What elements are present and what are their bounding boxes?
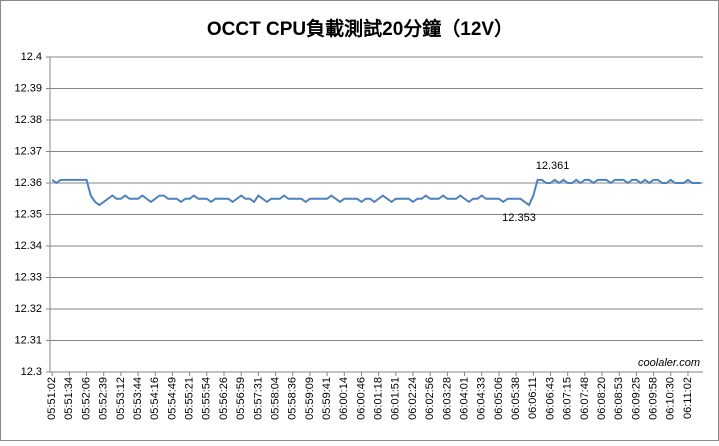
x-tick-label: 06:05:06	[493, 377, 505, 420]
x-tick-label: 05:51:34	[63, 377, 75, 420]
y-tick-label: 12.3	[21, 366, 42, 378]
y-tick-label: 12.33	[14, 271, 42, 283]
chart-title: OCCT CPU負載測試20分鐘（12V）	[207, 17, 513, 40]
y-tick-label: 12.32	[14, 303, 42, 315]
x-tick-label: 05:51:02	[46, 377, 58, 420]
y-tick-label: 12.35	[14, 208, 42, 220]
x-tick-label: 06:01:18	[373, 377, 385, 420]
x-tick-label: 06:06:11	[527, 377, 539, 419]
x-tick-label: 05:56:59	[235, 377, 247, 420]
x-tick-label: 05:53:12	[115, 377, 127, 420]
y-tick-label: 12.39	[14, 82, 42, 94]
x-tick-label: 05:55:54	[201, 377, 213, 420]
x-tick-label: 05:58:04	[269, 377, 281, 420]
x-tick-label: 05:59:41	[321, 377, 333, 420]
x-tick-label: 06:08:20	[596, 377, 608, 420]
x-tick-label: 06:04:01	[458, 377, 470, 420]
x-tick-label: 06:01:51	[390, 377, 402, 420]
x-tick-label: 06:08:53	[613, 377, 625, 420]
x-tick-label: 06:02:56	[424, 377, 436, 420]
x-tick-label: 06:11:02	[682, 377, 694, 419]
x-tick-label: 05:54:49	[166, 377, 178, 420]
x-tick-label: 06:04:33	[476, 377, 488, 420]
x-tick-label: 06:07:48	[579, 377, 591, 420]
data-label: 12.353	[502, 212, 536, 224]
watermark: coolaler.com	[638, 357, 700, 369]
x-tick-label: 05:59:09	[304, 377, 316, 420]
y-tick-label: 12.31	[14, 334, 42, 346]
x-tick-label: 05:54:16	[149, 377, 161, 420]
x-tick-label: 06:00:14	[338, 377, 350, 420]
x-tick-label: 06:02:24	[407, 377, 419, 420]
x-tick-label: 06:09:25	[630, 377, 642, 420]
x-tick-label: 05:57:31	[252, 377, 264, 420]
x-tick-label: 06:03:28	[441, 377, 453, 420]
x-tick-label: 06:05:38	[510, 377, 522, 420]
x-tick-label: 05:53:44	[132, 377, 144, 420]
x-tick-label: 06:07:15	[562, 377, 574, 420]
y-tick-label: 12.36	[14, 177, 42, 189]
x-tick-label: 05:55:21	[184, 377, 196, 420]
x-tick-label: 06:10:30	[665, 377, 677, 420]
x-tick-label: 06:00:46	[355, 377, 367, 420]
y-tick-label: 12.4	[21, 51, 42, 63]
x-tick-label: 05:56:26	[218, 377, 230, 420]
x-tick-label: 06:06:43	[544, 377, 556, 420]
data-line	[51, 178, 701, 207]
x-tick-label: 05:52:39	[98, 377, 110, 420]
y-tick-label: 12.34	[14, 240, 42, 252]
y-tick-label: 12.38	[14, 114, 42, 126]
x-tick-label: 05:58:36	[287, 377, 299, 420]
data-label: 12.361	[536, 160, 570, 172]
x-tick-label: 06:09:58	[648, 377, 660, 420]
y-tick-label: 12.37	[14, 145, 42, 157]
x-tick-label: 05:52:06	[80, 377, 92, 420]
